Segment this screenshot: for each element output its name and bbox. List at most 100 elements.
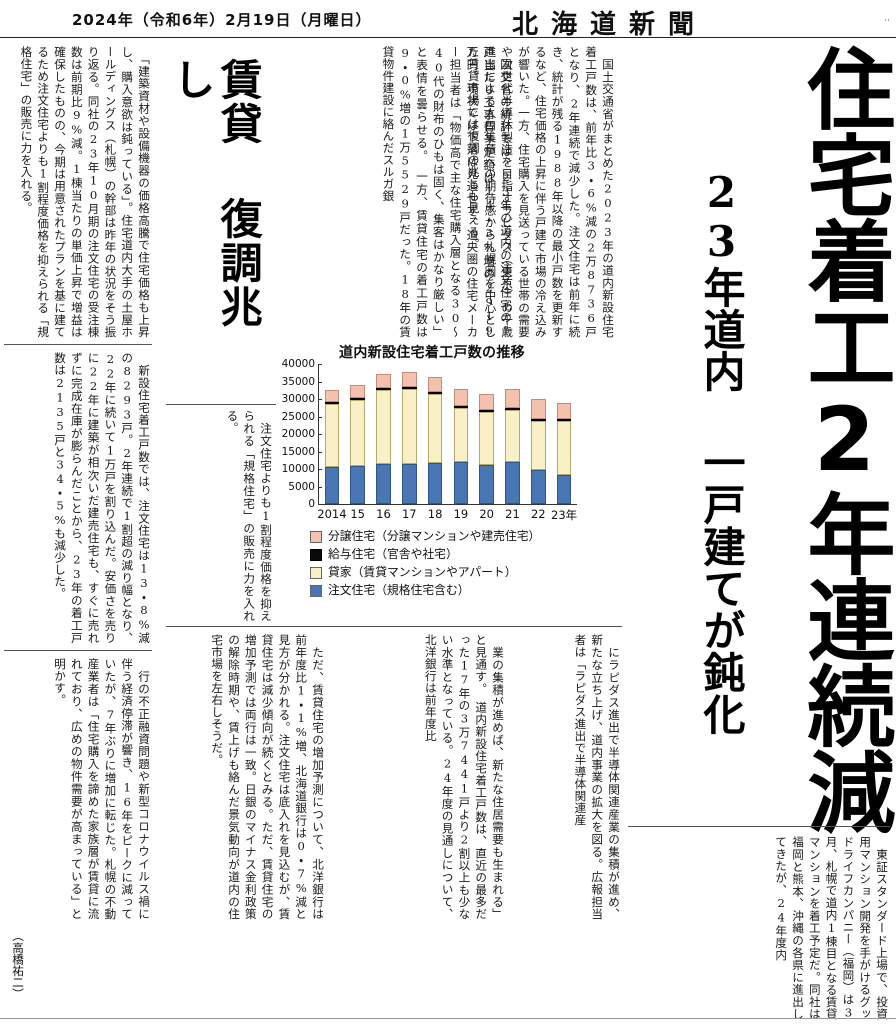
chart-bar-segment [556, 474, 572, 504]
chart-bar [453, 389, 469, 504]
chart-legend-item: 注文住宅（規格住宅含む） [310, 582, 540, 600]
chart-x-tick: 23年 [551, 508, 578, 522]
article-column-h: にラピダス進出で半導体関連産業の集積が進め、新たな立ち上げ、道内事業の拡大を図る… [573, 634, 621, 920]
main-headline: 住宅着工2年連続減 [793, 44, 896, 833]
column-rule-2 [4, 650, 152, 651]
article-column-b: 新設住宅着工戸数では、注文住宅は13・8%減の8293戸。2年連続で1割超の減り… [53, 352, 151, 644]
chart-legend: 分譲住宅（分譲マンションや建売住宅） 給与住宅（官舎や社宅） 貸家（賃貸マンションや… [310, 528, 540, 600]
chart-x-tick: 2014 [317, 507, 347, 521]
chart-y-tick: 10000 [282, 463, 323, 475]
secondary-headline: 賃貸 復調兆し [167, 58, 264, 329]
article-column-d: 国交省の統計では、23年の道内の注文住宅の1戸当たり工事費予定額は14・3%増の… [381, 46, 513, 338]
chart-bar-segment [531, 419, 546, 422]
chart-bar-segment [453, 389, 469, 406]
chart-bar-segment [427, 463, 443, 504]
chart-y-tick: 15000 [282, 446, 323, 458]
chart-x-tick: 19 [453, 507, 469, 521]
chart-bar-segment [479, 410, 494, 413]
chart-y-tick: 40000 [282, 358, 323, 370]
chart-x-tick: 15 [350, 507, 366, 521]
chart-bar-segment [531, 421, 546, 471]
chart-bar-segment [427, 377, 443, 393]
chart-bar [427, 377, 443, 504]
legend-label: 分譲住宅（分譲マンションや建売住宅） [328, 529, 541, 543]
chart-bar-segment [376, 374, 391, 388]
article-column-e: 東証スタンダード上場で、投資用マンション開発を手がけるグッドライフカンパニー（福… [774, 836, 889, 1020]
chart-bar-segment [376, 464, 391, 504]
chart-bar-segment [427, 394, 443, 464]
article-column-mid-1: 注文住宅よりも1割程度価格を抑えられる「規格住宅」の販売に力を入れる。 [225, 410, 273, 622]
chart-bar-segment [376, 389, 391, 465]
chart-bar-segment [453, 462, 469, 504]
chart-y-tick: 0 [308, 498, 322, 510]
chart-bar [556, 402, 572, 504]
chart-y-tick: 25000 [282, 411, 323, 423]
column-rule-6 [0, 1018, 896, 1019]
chart-bar-segment [505, 409, 520, 462]
article-byline: （高橋祐二） [11, 930, 25, 1000]
legend-swatch-icon [310, 530, 322, 543]
legend-label: 注文住宅（規格住宅含む） [328, 582, 470, 597]
chart-x-tick: 18 [427, 507, 443, 521]
chart-bar-segment [324, 402, 340, 405]
chart-y-tick: 35000 [282, 376, 323, 388]
legend-swatch-icon [310, 548, 322, 561]
chart-bar-segment [479, 393, 494, 411]
chart-bar-segment [479, 465, 494, 504]
chart-plot-area: 0 5000 10000 15000 20000 25000 30000 35000 40000… [282, 358, 578, 522]
chart-bar-segment [402, 387, 417, 390]
chart-bar-segment [556, 421, 572, 475]
chart-bar [350, 385, 365, 504]
chart-bar-segment [453, 407, 469, 462]
chart-bar-segment [402, 372, 417, 388]
chart-bar-segment [350, 465, 365, 504]
chart-x-tick: 17 [401, 507, 417, 521]
chart-bar-segment [376, 387, 391, 390]
legend-swatch-icon [310, 584, 322, 597]
chart-bar-segment [556, 419, 572, 422]
chart-x-tick: 20 [479, 507, 495, 521]
page-edge-mark: ·· [884, 16, 890, 26]
chart-legend-item: 給与住宅（官舎や社宅） [310, 546, 540, 564]
chart-bar-segment [402, 463, 417, 504]
chart-y-tick: 5000 [288, 481, 322, 493]
article-column-c: 行の不正融資問題や新型コロナウイルス禍に伴う経済停滞が響き、16年をピークに減っ… [53, 658, 151, 920]
column-rule-3 [166, 404, 276, 405]
chart-bar-segment [453, 405, 469, 408]
chart-bar-segment [505, 461, 520, 504]
chart-bar-segment [350, 400, 365, 466]
column-rule-4 [166, 626, 622, 627]
article-column-g: 業の集積が進めば、新たな住居需要も生まれる」と見通す。 道内新設住宅着工戸数は、… [423, 634, 505, 920]
article-column-f: ただ、賃貸住宅の増加予測について、北洋銀行は前年度比1・1%増、北海道銀行は0・… [210, 634, 325, 920]
chart-bar-segment [531, 398, 546, 420]
chart-legend-item: 貸家（賃貸マンションやアパート） [310, 564, 540, 582]
column-rule-5 [628, 826, 890, 827]
legend-swatch-icon [310, 566, 322, 579]
chart-bar-segment [427, 392, 443, 395]
masthead-date: 2024年（令和6年）2月19日（月曜日） [72, 11, 372, 29]
article-column-a: 「建築資材や設備機器の価格高騰で住宅価格も上昇し、購入意欲は鈍っている」。住宅道… [19, 46, 151, 338]
chart-title: 道内新設住宅着工戸数の推移 [339, 345, 525, 361]
chart-bar-segment [324, 390, 340, 403]
chart-bar [479, 393, 494, 504]
masthead: 2024年（令和6年）2月19日（月曜日） 北海道新聞 ·· [0, 0, 896, 40]
column-rule-1 [4, 344, 152, 345]
chart-bar [324, 390, 340, 504]
lead-paragraph: 国土交通省がまとめた2023年の道内新設住宅着工戸数は、前年比3・6%減の2万8… [466, 46, 615, 338]
legend-label: 給与住宅（官舎や社宅） [328, 546, 458, 561]
chart-bar-segment [350, 398, 365, 401]
chart-bar [531, 398, 546, 504]
chart-bar-segment [479, 412, 494, 466]
newspaper-title: 北海道新聞 [512, 10, 708, 40]
chart-bar-segment [402, 389, 417, 464]
chart-bar [376, 374, 391, 504]
chart-bar-segment [324, 466, 340, 504]
chart-bar-segment [531, 470, 546, 504]
chart-bar-segment [505, 388, 520, 408]
legend-label: 貸家（賃貸マンションやアパート） [328, 564, 517, 579]
chart-legend-item: 分譲住宅（分譲マンションや建売住宅） [310, 528, 540, 546]
chart-y-tick: 20000 [282, 428, 323, 440]
chart-x-tick: 16 [376, 507, 391, 521]
chart-bar-segment [324, 404, 340, 467]
chart-bar [402, 372, 417, 504]
